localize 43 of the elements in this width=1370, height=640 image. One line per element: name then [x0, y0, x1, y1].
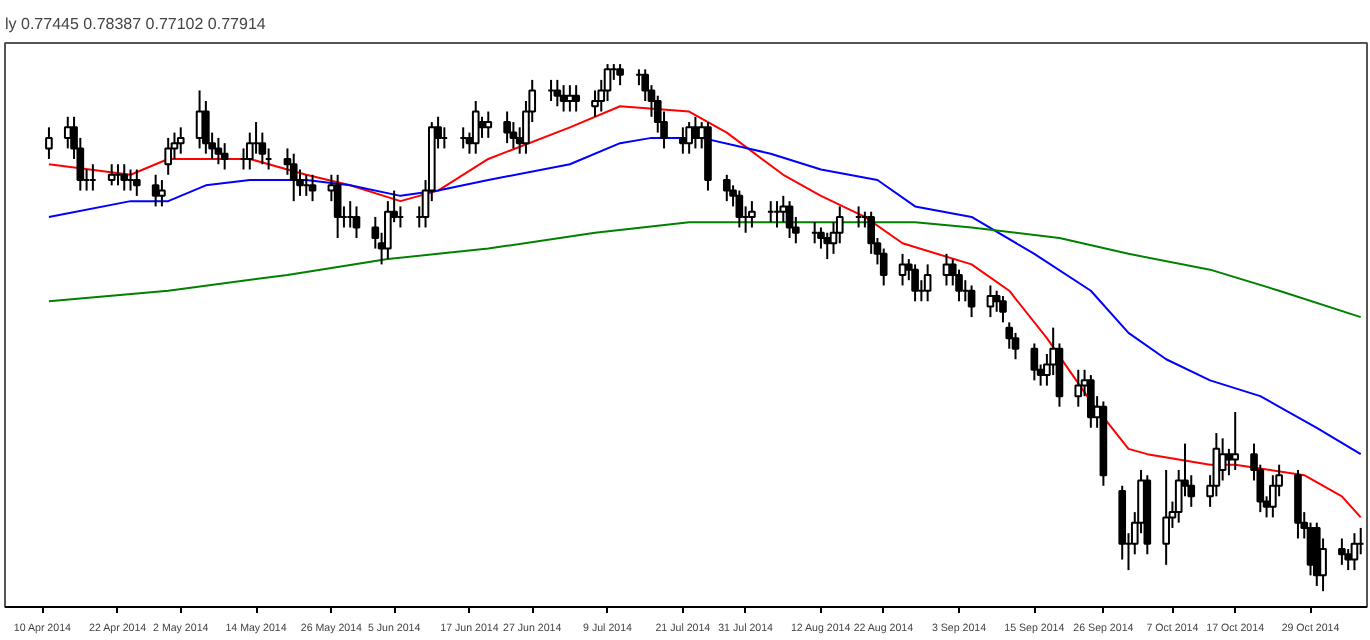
candlestick [503, 110, 511, 145]
chart-title: ly 0.77445 0.78387 0.77102 0.77914 [5, 15, 267, 33]
candlestick [898, 252, 907, 287]
candlestick [779, 194, 788, 224]
candlestick [164, 136, 173, 176]
candlestick [1074, 368, 1083, 408]
candlestick [471, 99, 480, 155]
candlestick [1218, 437, 1227, 482]
candlestick [333, 173, 342, 240]
candlestick [1338, 537, 1346, 566]
candlestick [1030, 342, 1039, 382]
candlestick [45, 126, 53, 160]
candlestick [214, 136, 223, 166]
candlestick [722, 173, 731, 203]
candlestick [748, 200, 756, 229]
candlestick [308, 173, 317, 203]
candlestick [685, 121, 693, 155]
candlestick [1087, 374, 1095, 429]
candlestick [823, 231, 832, 261]
candlestick [785, 200, 794, 240]
candlestick [158, 179, 166, 208]
candlestick [967, 284, 976, 319]
candlestick [911, 263, 919, 303]
candlestick [289, 152, 298, 203]
candlestick [120, 163, 129, 192]
candlestick [923, 263, 932, 303]
candlestick [572, 84, 580, 113]
candlestick [132, 168, 141, 197]
candlestick [151, 173, 160, 208]
candlestick [1350, 532, 1359, 572]
candlestick [553, 78, 562, 108]
candlestick [352, 205, 361, 240]
candlestick [220, 142, 229, 171]
candlestick [735, 189, 744, 229]
candlestick [1162, 468, 1170, 566]
candlestick [1231, 410, 1240, 471]
candlestick [176, 126, 185, 155]
candlestick [484, 110, 493, 139]
candlestick [999, 295, 1007, 324]
candlestick [616, 63, 624, 87]
candlestick [107, 163, 116, 187]
candlestick [1294, 468, 1302, 540]
candlestick [1312, 521, 1321, 587]
